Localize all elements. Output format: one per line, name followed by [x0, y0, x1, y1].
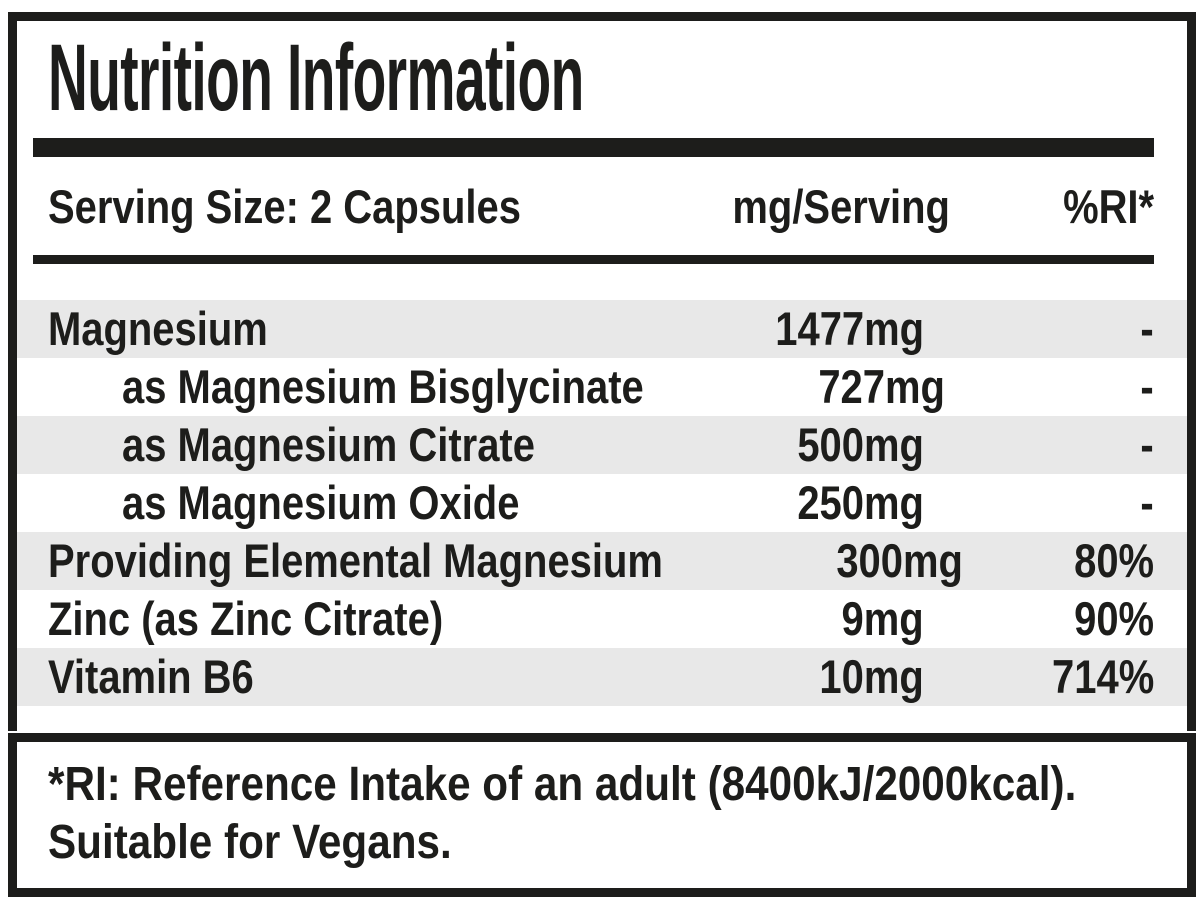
nutrient-amount: 9mg — [841, 592, 924, 645]
nutrient-name: Providing Elemental Magnesium — [48, 534, 663, 587]
nutrient-table-body: Magnesium 1477mg - as Magnesium Bisglyci… — [17, 300, 1187, 731]
panel-title-text: Nutrition Information — [48, 25, 584, 132]
nutrient-ri: - — [1140, 302, 1154, 355]
nutrition-label-page: { "label": { "title": "Nutrition Informa… — [0, 12, 1200, 901]
nutrient-row: Zinc (as Zinc Citrate) 9mg 90% — [17, 590, 1187, 648]
nutrient-ri: 714% — [1051, 650, 1154, 703]
nutrient-ri: - — [1140, 360, 1154, 413]
nutrition-panel: Nutrition Information Serving Size: 2 Ca… — [8, 12, 1196, 731]
nutrient-amount: 500mg — [797, 418, 924, 471]
nutrient-row: as Magnesium Oxide 250mg - — [17, 474, 1187, 532]
header-divider — [33, 255, 1154, 264]
nutrient-name: Zinc (as Zinc Citrate) — [48, 592, 444, 645]
nutrient-amount: 1477mg — [775, 302, 924, 355]
nutrient-name: as Magnesium Oxide — [122, 476, 520, 529]
nutrient-amount: 727mg — [818, 360, 945, 413]
serving-size-header: Serving Size: 2 Capsules — [48, 179, 521, 233]
ri-column-header: %RI* — [1062, 179, 1154, 233]
nutrient-name: Vitamin B6 — [48, 650, 254, 703]
nutrient-amount: 300mg — [836, 534, 963, 587]
title-divider — [33, 138, 1154, 157]
nutrient-ri: 90% — [1074, 592, 1154, 645]
nutrient-amount: 250mg — [797, 476, 924, 529]
nutrient-amount: 10mg — [819, 650, 924, 703]
nutrient-ri: 80% — [1074, 534, 1154, 587]
nutrient-row: as Magnesium Bisglycinate 727mg - — [17, 358, 1187, 416]
amount-column-header: mg/Serving — [732, 179, 950, 233]
nutrition-label: Nutrition Information Serving Size: 2 Ca… — [8, 12, 1196, 897]
panel-title: Nutrition Information — [17, 21, 1187, 138]
nutrient-name: as Magnesium Bisglycinate — [122, 360, 644, 413]
table-header: Serving Size: 2 Capsules mg/Serving %RI* — [17, 157, 1187, 255]
nutrient-ri: - — [1140, 476, 1154, 529]
reference-intake-note: *RI: Reference Intake of an adult (8400k… — [48, 758, 1077, 811]
nutrient-row: Providing Elemental Magnesium 300mg 80% — [17, 532, 1187, 590]
nutrient-name: Magnesium — [48, 302, 268, 355]
nutrient-row: as Magnesium Citrate 500mg - — [17, 416, 1187, 474]
nutrient-name: as Magnesium Citrate — [122, 418, 535, 471]
vegan-note: Suitable for Vegans. — [48, 816, 452, 869]
nutrient-row: Magnesium 1477mg - — [17, 300, 1187, 358]
nutrient-ri: - — [1140, 418, 1154, 471]
nutrient-row: Vitamin B6 10mg 714% — [17, 648, 1187, 706]
footnote-panel: *RI: Reference Intake of an adult (8400k… — [8, 733, 1196, 897]
